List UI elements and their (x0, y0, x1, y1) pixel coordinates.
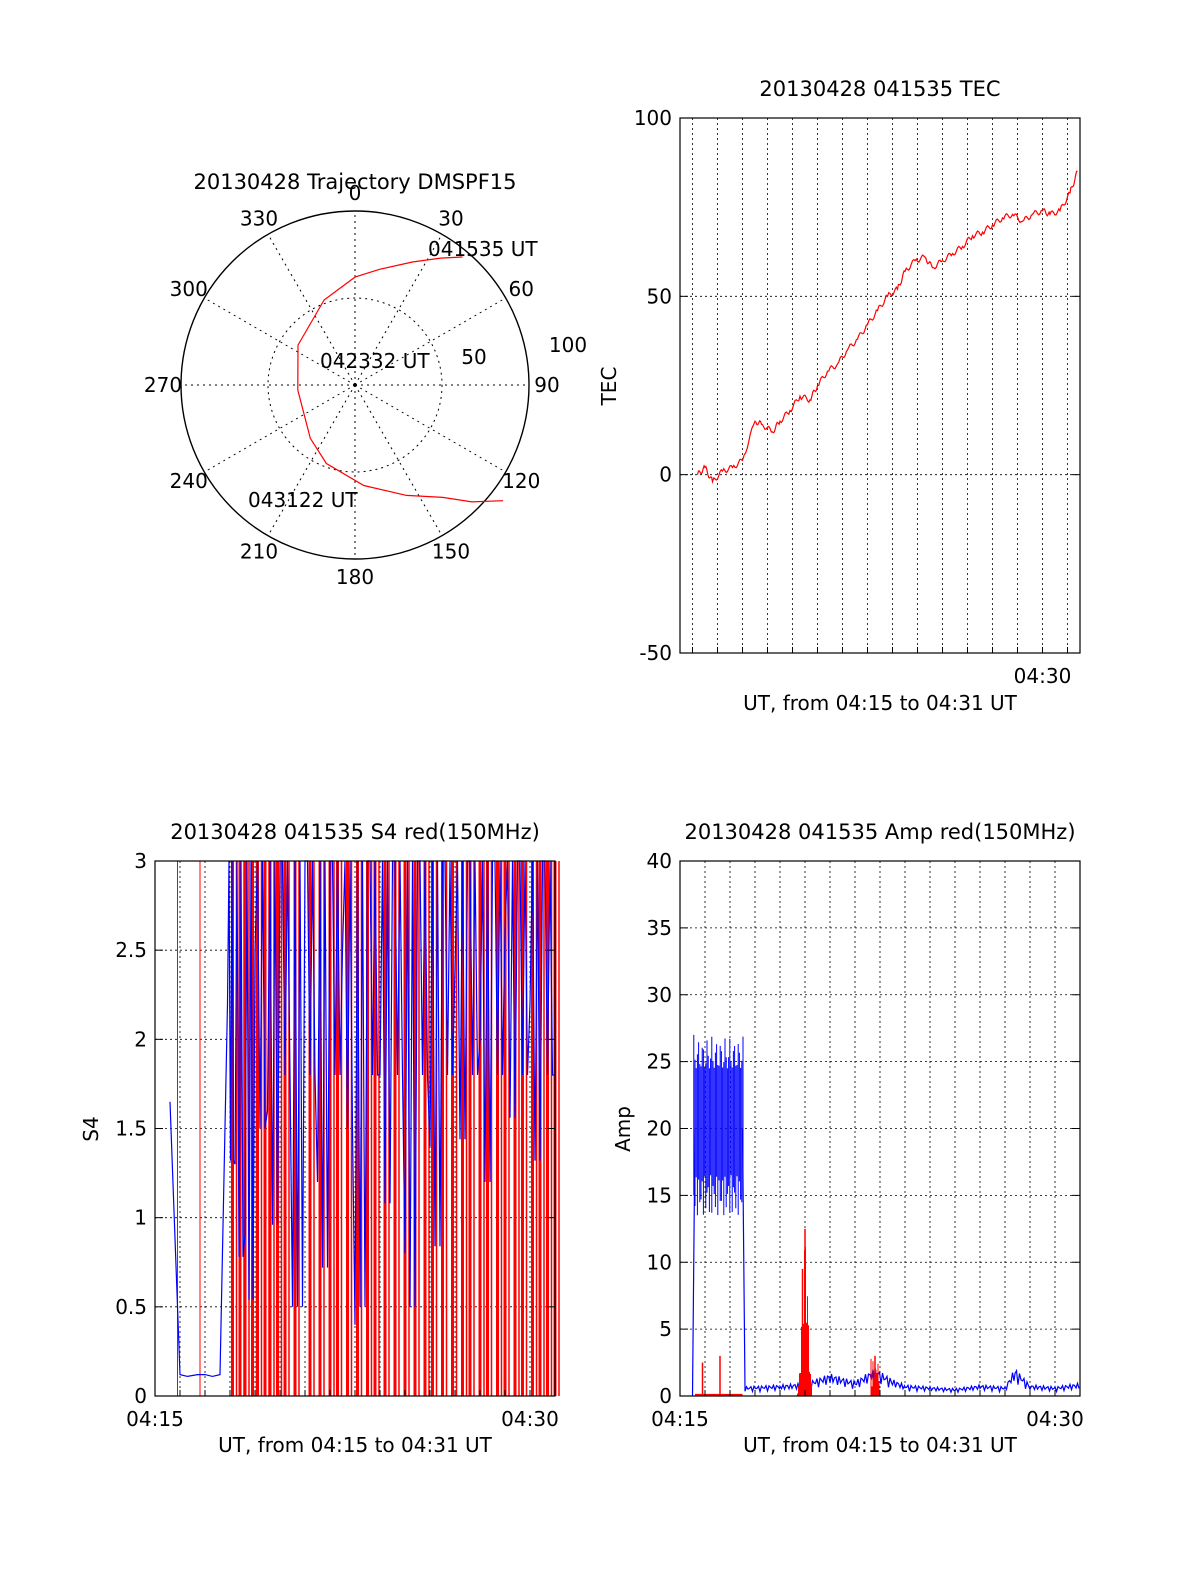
polar-spoke (204, 297, 356, 386)
polar-angle-tick-label: 210 (240, 539, 278, 563)
polar-angle-tick-label: 270 (144, 373, 182, 397)
y-tick-label: 2 (134, 1027, 147, 1051)
trajectory-end-label: 043122 UT (248, 488, 358, 512)
amp-y-label: Amp (611, 1106, 635, 1152)
amp-blue-band (693, 1034, 744, 1216)
polar-angle-tick-label: 60 (509, 277, 534, 301)
polar-radial-tick-100: 100 (549, 333, 587, 357)
polar-title: 20130428 Trajectory DMSPF15 (193, 170, 516, 194)
trajectory-line (297, 256, 504, 503)
y-tick-label: 35 (647, 916, 672, 940)
polar-spoke (204, 384, 356, 473)
x-tick-label: 04:30 (1026, 1407, 1084, 1431)
amp-blue-band-lines (693, 1034, 744, 1216)
polar-inner-ring (267, 297, 443, 473)
y-tick-label: 1.5 (115, 1117, 147, 1141)
trajectory-start-label: 041535 UT (428, 237, 538, 261)
s4-title: 20130428 041535 S4 red(150MHz) (170, 820, 540, 844)
x-tick-label: 04:30 (501, 1407, 559, 1431)
y-tick-label: 0 (659, 463, 672, 487)
tec-grid (680, 118, 1080, 653)
amp-red-series (695, 1228, 880, 1396)
polar-spoke (354, 384, 443, 536)
tec-plot-frame (679, 117, 1081, 654)
y-tick-label: 20 (647, 1117, 672, 1141)
polar-angle-tick-label: 330 (240, 207, 278, 231)
polar-radial-tick-50: 50 (461, 345, 486, 369)
trajectory-mid-label: 042332 UT (320, 349, 430, 373)
polar-trajectory-chart: 20130428 Trajectory DMSPF15 0 30 60 90 120 15… (144, 170, 587, 589)
polar-spoke (354, 297, 506, 386)
s4-y-label: S4 (79, 1116, 103, 1141)
s4-x-label: UT, from 04:15 to 04:31 UT (218, 1433, 493, 1457)
tec-x-ticks: 04:30 (692, 647, 1072, 688)
y-tick-label: 25 (647, 1050, 672, 1074)
tec-x-label: UT, from 04:15 to 04:31 UT (743, 691, 1018, 715)
y-tick-label: 40 (647, 849, 672, 873)
y-tick-label: 1 (134, 1206, 147, 1230)
amp-grid (680, 861, 1080, 1396)
polar-angle-tick-label: 0 (349, 181, 362, 205)
polar-angle-tick-label: 180 (336, 565, 374, 589)
tec-y-ticks: -50 0 50 100 (634, 106, 1080, 665)
amp-chart: 20130428 041535 Amp red(150MHz) 0 5 10 15 20… (611, 820, 1084, 1457)
polar-angle-tick-label: 30 (438, 207, 463, 231)
s4-chart: 20130428 041535 S4 red(150MHz) 0 0.5 1 1.5 2… (79, 820, 560, 1457)
amp-blue-series (691, 1128, 1080, 1397)
amp-x-ticks: 04:15 04:30 (651, 1390, 1084, 1431)
amp-y-ticks: 0 5 10 15 20 25 30 35 40 (647, 849, 1080, 1408)
y-tick-label: 3 (134, 849, 147, 873)
polar-spoke (267, 384, 356, 536)
polar-angle-tick-label: 120 (502, 469, 540, 493)
x-tick-label: 04:15 (651, 1407, 709, 1431)
tec-y-label: TEC (597, 367, 621, 407)
polar-angle-tick-label: 300 (170, 277, 208, 301)
polar-angular-ticks: 0 30 60 90 120 150 180 210 240 270 300 330 (144, 181, 560, 589)
x-tick-label: 04:30 (1014, 664, 1072, 688)
s4-y-ticks: 0 0.5 1 1.5 2 2.5 3 (115, 849, 555, 1408)
y-tick-label: -50 (639, 641, 672, 665)
s4-blue-series (169, 860, 555, 1378)
amp-x-label: UT, from 04:15 to 04:31 UT (743, 1433, 1018, 1457)
y-tick-label: 5 (659, 1317, 672, 1341)
amp-title: 20130428 041535 Amp red(150MHz) (684, 820, 1075, 844)
y-tick-label: 0 (134, 1384, 147, 1408)
polar-angle-tick-label: 150 (432, 539, 470, 563)
y-tick-label: 0.5 (115, 1295, 147, 1319)
y-tick-label: 2.5 (115, 938, 147, 962)
y-tick-label: 100 (634, 106, 672, 130)
polar-spoke (267, 234, 356, 386)
y-tick-label: 15 (647, 1183, 672, 1207)
polar-spoke (354, 384, 506, 473)
tec-series-line (696, 170, 1078, 485)
polar-angle-tick-label: 90 (534, 373, 559, 397)
y-tick-label: 50 (647, 284, 672, 308)
y-tick-label: 30 (647, 983, 672, 1007)
tec-title: 20130428 041535 TEC (759, 77, 1000, 101)
y-tick-label: 10 (647, 1250, 672, 1274)
y-tick-label: 0 (659, 1384, 672, 1408)
polar-outer-ring (180, 210, 530, 560)
s4-x-ticks: 04:15 04:30 (126, 1390, 559, 1431)
amp-red-burst (797, 1246, 880, 1396)
x-tick-label: 04:15 (126, 1407, 184, 1431)
polar-angle-tick-label: 240 (170, 469, 208, 493)
